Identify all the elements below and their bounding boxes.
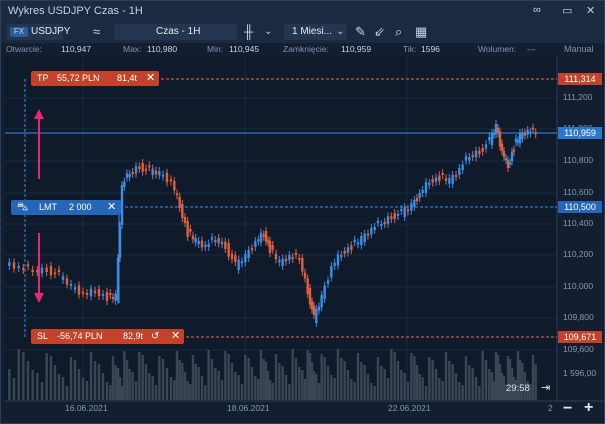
- max-value: 110,980: [147, 44, 178, 54]
- volume-axis-label: 1 596,00: [563, 368, 597, 378]
- close-label: Zamknięcie:: [283, 44, 329, 54]
- sl-amount: -56,74 PLN: [57, 331, 103, 341]
- time-label-2: 18.06.2021: [227, 403, 270, 413]
- chevron-down-icon[interactable]: ⌄: [264, 26, 273, 37]
- candle-timer: 29:58: [506, 383, 530, 394]
- price-tick-label: 110,200: [563, 249, 594, 259]
- calendar-icon[interactable]: ▦: [415, 24, 428, 39]
- plot-area: [5, 56, 557, 401]
- compare-icon[interactable]: ≈: [93, 24, 101, 39]
- up-arrow-head-icon: [34, 109, 44, 119]
- symbol-name: USDJPY: [31, 26, 71, 37]
- indicator-icon[interactable]: ⇙: [374, 24, 385, 39]
- toolbar: FX USDJPY ≈ Czas - 1H ╫ ⌄ 1 Miesi... ⌄ ✎…: [1, 21, 604, 43]
- close-value: 110,959: [341, 44, 372, 54]
- lmt-order-tag[interactable]: ⛍ LMT 2 000 ✕: [11, 200, 121, 215]
- tick-value: 1596: [421, 44, 440, 54]
- grid-lines: [5, 56, 557, 401]
- volume-label: Wolumen:: [478, 44, 517, 54]
- current-price-label: 110,959: [558, 127, 602, 139]
- time-label-4: 2: [548, 403, 553, 413]
- timeframe-label: Czas - 1H: [156, 26, 201, 37]
- price-tick-label: 111,200: [563, 92, 593, 102]
- lmt-qty: 2 000: [69, 202, 92, 212]
- time-label-3: 22.06.2021: [388, 403, 431, 413]
- sl-link-icon[interactable]: ↺: [151, 331, 160, 342]
- tp-ticks: 81,4t: [117, 73, 138, 83]
- open-value: 110,947: [61, 44, 92, 54]
- zoom-out-icon[interactable]: −: [563, 400, 573, 417]
- zoom-in-icon[interactable]: +: [584, 399, 594, 416]
- lmt-close-icon[interactable]: ✕: [107, 201, 117, 213]
- tp-type: TP: [37, 73, 49, 83]
- period-dropdown[interactable]: 1 Miesi...: [284, 24, 346, 40]
- close-icon[interactable]: ✕: [586, 5, 596, 17]
- volume-value: ---: [527, 44, 536, 54]
- sl-order-tag[interactable]: SL -56,74 PLN 82,9t ↺ ✕: [31, 329, 184, 344]
- mode-label[interactable]: Manual: [564, 44, 594, 54]
- price-tick-label: 109,800: [563, 312, 594, 322]
- volume-bars: [8, 349, 537, 400]
- timeframe-dropdown[interactable]: Czas - 1H: [114, 24, 237, 40]
- lmt-type: LMT: [39, 202, 57, 212]
- price-tick-label: 110,000: [563, 281, 594, 291]
- ohlc-info-bar: Otwarcie: 110,947 Max: 110,980 Min: 110,…: [1, 43, 604, 55]
- candles-icon[interactable]: ╫: [244, 24, 254, 39]
- sl-type: SL: [37, 331, 49, 341]
- search-icon[interactable]: ⌕: [395, 24, 403, 39]
- price-tick-label: 110,400: [563, 218, 594, 228]
- scroll-end-icon[interactable]: ⇥: [541, 382, 551, 394]
- price-tick-label: 110,800: [563, 155, 594, 165]
- open-label: Otwarcie:: [6, 44, 42, 54]
- link-icon[interactable]: ∞: [533, 4, 541, 16]
- period-label: 1 Miesi...: [292, 26, 333, 37]
- lmt-price-label: 110,500: [558, 201, 602, 213]
- popout-icon[interactable]: ▭: [562, 5, 573, 17]
- price-tick-label: 109,600: [563, 344, 594, 354]
- min-label: Min:: [207, 44, 224, 54]
- tp-close-icon[interactable]: ✕: [146, 72, 156, 84]
- price-tick-label: 110,600: [563, 187, 594, 197]
- max-label: Max:: [123, 44, 142, 54]
- down-arrow-head-icon: [34, 293, 44, 303]
- symbol-selector[interactable]: FX USDJPY: [7, 24, 70, 40]
- candles: [8, 120, 537, 327]
- title-bar: Wykres USDJPY Czas - 1H ∞ ▭ ✕: [1, 1, 604, 21]
- draw-icon[interactable]: ✎: [355, 24, 366, 39]
- time-label-1: 16.06.2021: [65, 403, 108, 413]
- min-value: 110,945: [229, 44, 260, 54]
- tp-price-label: 111,314: [558, 73, 602, 85]
- period-chevron-icon[interactable]: ⌄: [336, 26, 345, 37]
- sl-price-label: 109,671: [558, 331, 602, 343]
- cart-icon: ⛍: [17, 201, 29, 213]
- sl-ticks: 82,9t: [123, 331, 144, 341]
- tick-label: Tik:: [403, 44, 417, 54]
- tp-amount: 55,72 PLN: [57, 73, 100, 83]
- tp-order-tag[interactable]: TP 55,72 PLN 81,4t ✕: [31, 71, 159, 86]
- window-title: Wykres USDJPY Czas - 1H: [8, 5, 143, 17]
- sl-close-icon[interactable]: ✕: [171, 330, 181, 342]
- symbol-badge: FX: [10, 27, 28, 37]
